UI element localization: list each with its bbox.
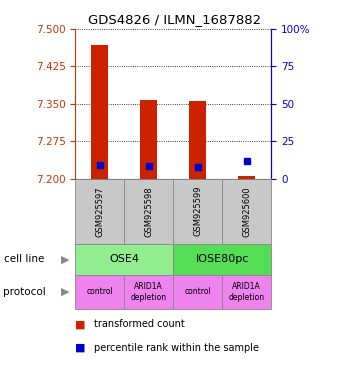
Text: GDS4826 / ILMN_1687882: GDS4826 / ILMN_1687882: [89, 13, 261, 26]
Text: GSM925598: GSM925598: [144, 186, 153, 237]
Bar: [140, 100, 158, 179]
Text: percentile rank within the sample: percentile rank within the sample: [94, 343, 259, 353]
Text: IOSE80pc: IOSE80pc: [196, 254, 249, 264]
Bar: [91, 45, 108, 179]
Text: GSM925600: GSM925600: [242, 186, 251, 237]
Text: ▶: ▶: [61, 287, 69, 297]
Text: GSM925597: GSM925597: [95, 186, 104, 237]
Text: ARID1A
depletion: ARID1A depletion: [229, 282, 265, 301]
Text: ARID1A
depletion: ARID1A depletion: [131, 282, 167, 301]
Text: GSM925599: GSM925599: [193, 186, 202, 237]
Text: ▶: ▶: [61, 254, 69, 264]
Text: control: control: [184, 287, 211, 296]
Text: ■: ■: [75, 319, 86, 329]
Text: ■: ■: [75, 343, 86, 353]
Text: transformed count: transformed count: [94, 319, 185, 329]
Text: protocol: protocol: [4, 287, 46, 297]
Text: cell line: cell line: [4, 254, 44, 264]
Bar: [238, 176, 256, 179]
Bar: [189, 101, 206, 179]
Text: control: control: [86, 287, 113, 296]
Text: OSE4: OSE4: [109, 254, 139, 264]
